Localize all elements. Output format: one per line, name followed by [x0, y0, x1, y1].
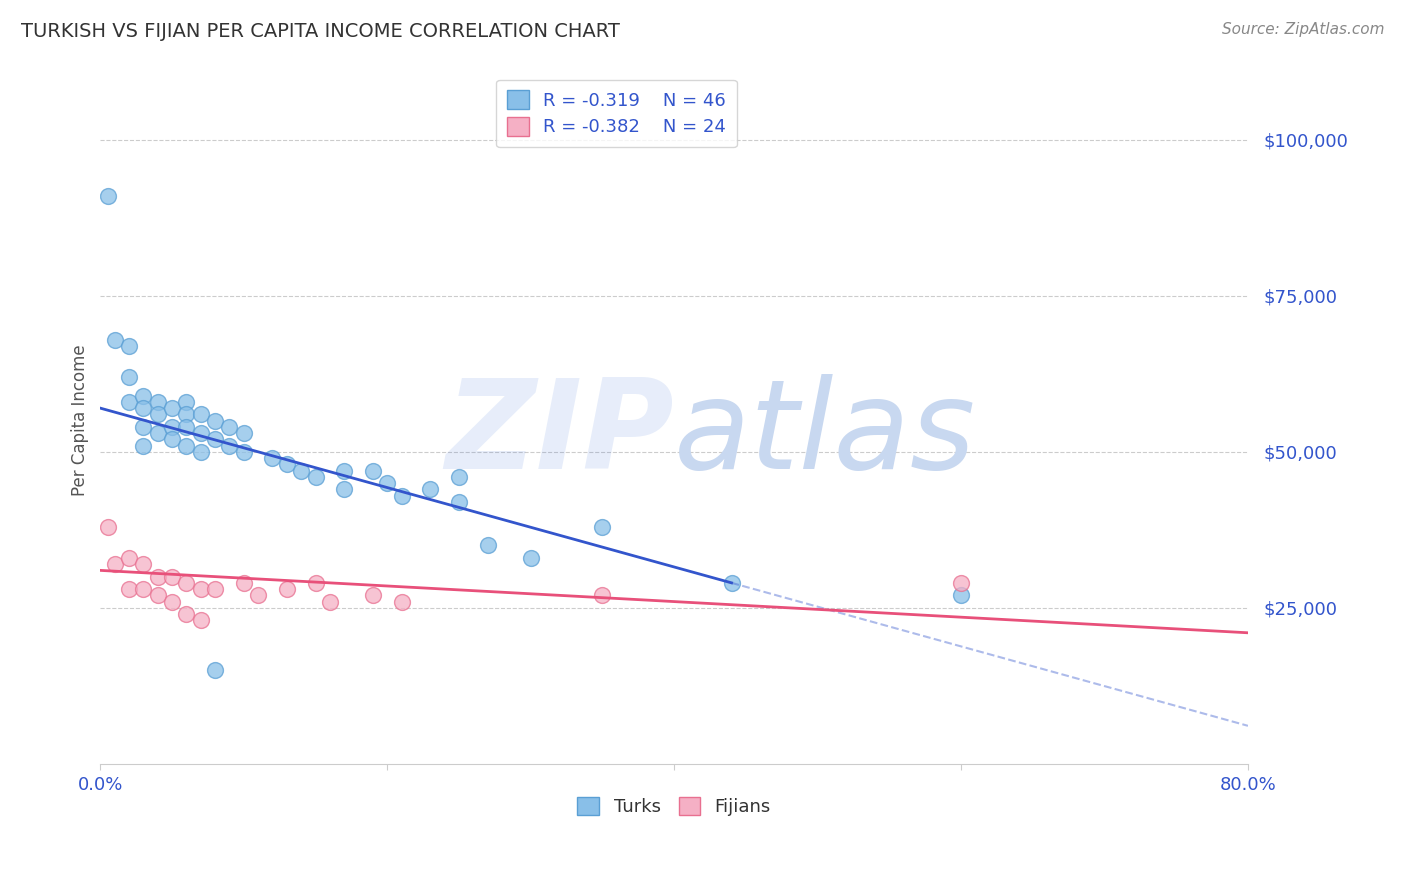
- Point: [204, 414, 226, 428]
- Point: [262, 451, 284, 466]
- Point: [519, 550, 541, 565]
- Point: [333, 464, 356, 478]
- Point: [391, 594, 413, 608]
- Point: [247, 588, 270, 602]
- Point: [361, 588, 384, 602]
- Point: [96, 519, 118, 533]
- Point: [118, 370, 141, 384]
- Point: [276, 458, 298, 472]
- Point: [232, 445, 254, 459]
- Point: [160, 569, 183, 583]
- Point: [146, 395, 169, 409]
- Point: [146, 588, 169, 602]
- Text: ZIP: ZIP: [446, 374, 673, 495]
- Point: [190, 445, 212, 459]
- Point: [190, 426, 212, 441]
- Point: [160, 401, 183, 416]
- Point: [146, 426, 169, 441]
- Point: [176, 439, 198, 453]
- Text: atlas: atlas: [673, 374, 976, 495]
- Point: [176, 395, 198, 409]
- Point: [118, 582, 141, 596]
- Point: [591, 588, 613, 602]
- Point: [950, 588, 973, 602]
- Point: [176, 408, 198, 422]
- Point: [176, 420, 198, 434]
- Text: Source: ZipAtlas.com: Source: ZipAtlas.com: [1222, 22, 1385, 37]
- Point: [419, 483, 441, 497]
- Point: [190, 408, 212, 422]
- Point: [160, 594, 183, 608]
- Point: [176, 575, 198, 590]
- Point: [190, 582, 212, 596]
- Point: [204, 582, 226, 596]
- Point: [132, 401, 155, 416]
- Point: [304, 470, 326, 484]
- Point: [132, 389, 155, 403]
- Point: [104, 333, 127, 347]
- Point: [160, 433, 183, 447]
- Point: [591, 519, 613, 533]
- Legend: Turks, Fijians: Turks, Fijians: [571, 789, 778, 823]
- Point: [276, 582, 298, 596]
- Text: TURKISH VS FIJIAN PER CAPITA INCOME CORRELATION CHART: TURKISH VS FIJIAN PER CAPITA INCOME CORR…: [21, 22, 620, 41]
- Point: [218, 420, 240, 434]
- Point: [146, 569, 169, 583]
- Point: [304, 575, 326, 590]
- Point: [160, 420, 183, 434]
- Point: [333, 483, 356, 497]
- Y-axis label: Per Capita Income: Per Capita Income: [72, 345, 89, 497]
- Point: [132, 582, 155, 596]
- Point: [232, 426, 254, 441]
- Point: [290, 464, 312, 478]
- Point: [447, 494, 470, 508]
- Point: [132, 420, 155, 434]
- Point: [232, 575, 254, 590]
- Point: [950, 575, 973, 590]
- Point: [146, 408, 169, 422]
- Point: [190, 613, 212, 627]
- Point: [319, 594, 342, 608]
- Point: [477, 538, 499, 552]
- Point: [204, 663, 226, 677]
- Point: [218, 439, 240, 453]
- Point: [176, 607, 198, 621]
- Point: [132, 439, 155, 453]
- Point: [720, 575, 742, 590]
- Point: [132, 557, 155, 571]
- Point: [204, 433, 226, 447]
- Point: [118, 339, 141, 353]
- Point: [375, 476, 398, 491]
- Point: [447, 470, 470, 484]
- Point: [96, 189, 118, 203]
- Point: [391, 489, 413, 503]
- Point: [104, 557, 127, 571]
- Point: [118, 395, 141, 409]
- Point: [361, 464, 384, 478]
- Point: [118, 550, 141, 565]
